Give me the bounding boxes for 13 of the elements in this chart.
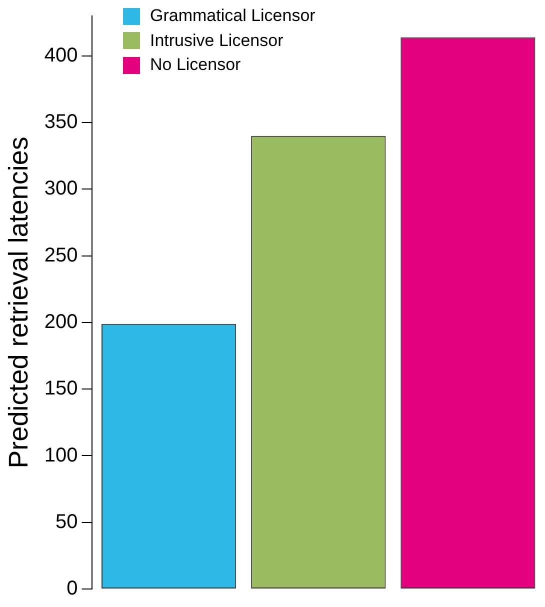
y-tick-label: 200: [44, 311, 78, 334]
legend-label: Intrusive Licensor: [150, 30, 284, 52]
y-tick-label: 150: [44, 378, 78, 400]
y-tick-label: 250: [44, 244, 78, 266]
y-tick-label: 0: [66, 578, 78, 600]
y-tick-label: 100: [44, 444, 78, 466]
y-tick-label: 400: [44, 44, 78, 66]
legend-label: Grammatical Licensor: [150, 5, 316, 27]
y-tick-label: 350: [44, 111, 78, 134]
y-axis-title: Predicted retrieval latencies: [4, 136, 34, 468]
legend-label: No Licensor: [150, 54, 241, 76]
y-tick-label: 300: [44, 178, 78, 200]
y-tick-label: 50: [56, 510, 78, 533]
